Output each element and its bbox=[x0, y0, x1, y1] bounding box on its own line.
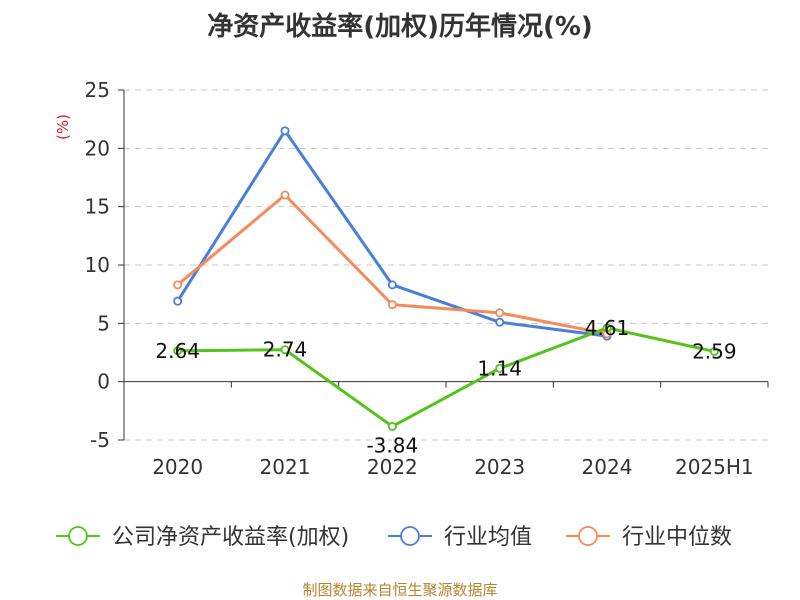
y-tick-label: 0 bbox=[97, 370, 110, 394]
y-tick-label: 15 bbox=[85, 195, 110, 219]
data-label: 2.59 bbox=[692, 339, 737, 363]
data-point bbox=[387, 280, 397, 290]
x-tick-label: 2022 bbox=[367, 455, 418, 479]
chart-title: 净资产收益率(加权)历年情况(%) bbox=[207, 12, 593, 42]
series bbox=[173, 126, 719, 431]
data-label: 4.61 bbox=[585, 316, 630, 340]
grid bbox=[124, 89, 768, 441]
legend-swatch-marker bbox=[400, 526, 420, 546]
series-line bbox=[177, 326, 715, 428]
legend-entry: 公司净资产收益率(加权) bbox=[112, 525, 349, 550]
x-tick-label: 2025H1 bbox=[675, 455, 754, 479]
y-tick-label: 25 bbox=[85, 78, 110, 102]
data-label: 1.14 bbox=[477, 356, 522, 380]
data-point bbox=[173, 346, 183, 356]
data-point bbox=[173, 280, 183, 290]
y-tick-label: 20 bbox=[85, 136, 110, 160]
data-point bbox=[280, 190, 290, 200]
data-point bbox=[602, 323, 612, 333]
x-tick-label: 2020 bbox=[152, 455, 203, 479]
legend-swatch-marker bbox=[578, 526, 598, 546]
data-point bbox=[495, 317, 505, 327]
legend: 公司净资产收益率(加权) 行业均值 行业中位数 bbox=[56, 525, 732, 550]
y-axis-label: (%) bbox=[54, 114, 72, 140]
data-point bbox=[280, 345, 290, 355]
data-label: 2.74 bbox=[263, 338, 308, 362]
axes: -5 0 5 10 15 20 25 2020 2021 2022 2023 2024 2025H1 bbox=[85, 78, 769, 479]
y-tick-label: 10 bbox=[85, 253, 110, 277]
x-tick-label: 2024 bbox=[582, 455, 633, 479]
data-label: 2.64 bbox=[155, 339, 200, 363]
series-line bbox=[176, 193, 608, 336]
data-point bbox=[280, 126, 290, 136]
data-label: -3.84 bbox=[366, 433, 418, 457]
data-labels: 2.64 2.74 -3.84 1.14 4.61 2.59 bbox=[155, 316, 736, 458]
legend-entry: 行业中位数 bbox=[622, 525, 732, 550]
x-tick-label: 2021 bbox=[260, 455, 311, 479]
legend-entry: 行业均值 bbox=[444, 525, 532, 550]
data-point bbox=[387, 300, 397, 310]
y-tick-label: 5 bbox=[97, 311, 110, 335]
data-point bbox=[709, 346, 719, 356]
x-tick-label: 2023 bbox=[474, 455, 525, 479]
data-point bbox=[495, 308, 505, 318]
source-note: 制图数据来自恒生聚源数据库 bbox=[302, 581, 498, 599]
data-point bbox=[173, 296, 183, 306]
legend-swatch-marker bbox=[68, 526, 88, 546]
y-tick-label: -5 bbox=[90, 428, 110, 452]
data-point bbox=[495, 363, 505, 373]
data-point bbox=[387, 421, 397, 431]
